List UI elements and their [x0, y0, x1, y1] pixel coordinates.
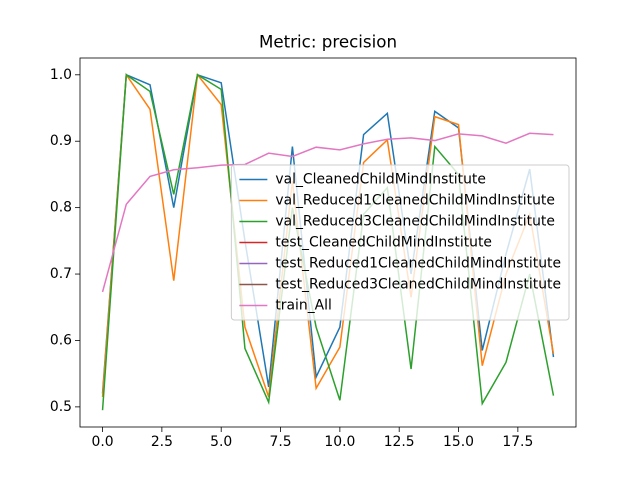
y-tick-label: 0.5	[50, 399, 72, 415]
y-tick-label: 0.6	[50, 332, 72, 348]
legend-label: val_CleanedChildMindInstitute	[275, 172, 486, 188]
x-tick-label: 7.5	[269, 434, 291, 450]
legend-label: val_Reduced3CleanedChildMindInstitute	[275, 214, 555, 230]
x-tick-label: 12.5	[384, 434, 415, 450]
y-tick-label: 1.0	[50, 67, 72, 83]
legend-label: test_Reduced3CleanedChildMindInstitute	[275, 277, 561, 293]
chart-title: Metric: precision	[259, 32, 397, 52]
series-line	[101, 72, 555, 398]
x-tick-label: 10.0	[324, 434, 355, 450]
y-tick-label: 0.8	[50, 200, 72, 216]
axes-frame	[79, 57, 577, 428]
legend-label: test_Reduced1CleanedChildMindInstitute	[275, 256, 561, 272]
x-tick-label: 17.5	[502, 434, 533, 450]
series-line	[101, 73, 555, 411]
x-tick-label: 5.0	[210, 434, 232, 450]
y-tick-label: 0.9	[50, 133, 72, 149]
legend-label: train_All	[275, 298, 332, 314]
legend-label: val_Reduced1CleanedChildMindInstitute	[275, 193, 555, 209]
legend-label: test_CleanedChildMindInstitute	[275, 235, 492, 251]
y-tick-label: 0.7	[50, 266, 72, 282]
x-tick-label: 2.5	[151, 434, 173, 450]
x-tick-label: 0.0	[91, 434, 113, 450]
x-tick-label: 15.0	[443, 434, 474, 450]
legend-box	[230, 164, 570, 321]
series-line	[101, 132, 554, 293]
legend: val_CleanedChildMindInstitute val_Reduced…	[230, 164, 570, 321]
